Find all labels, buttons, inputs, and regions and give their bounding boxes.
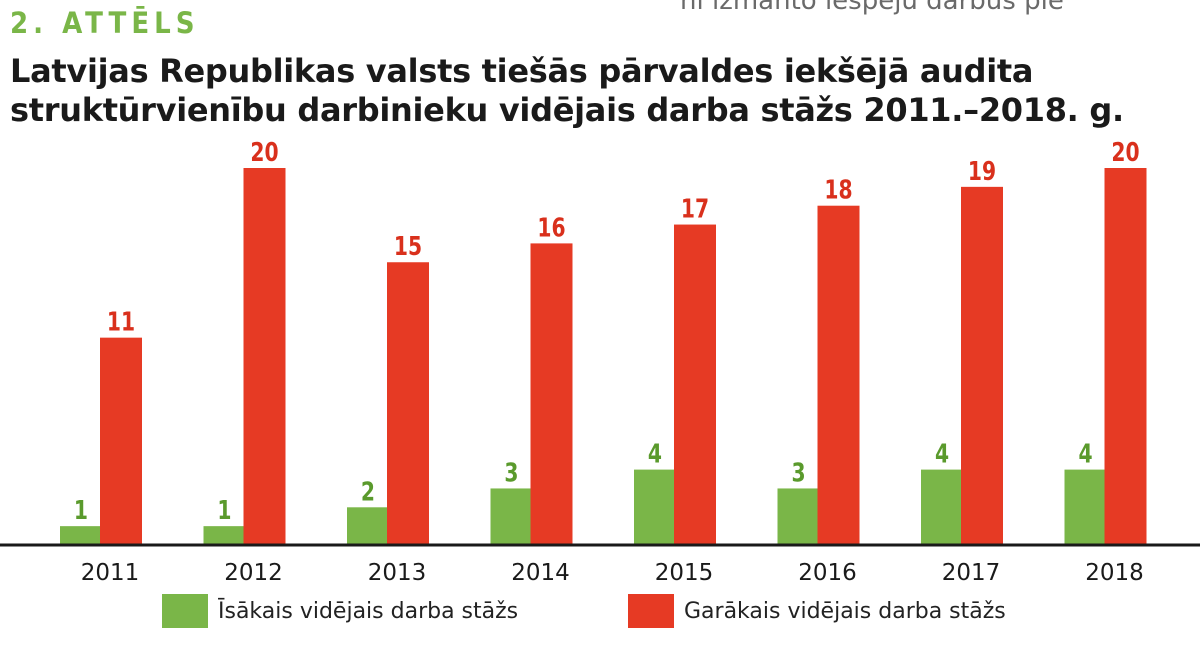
bar-long-2016 (817, 205, 860, 545)
value-label-long-2011: 11 (107, 307, 135, 337)
x-tick-label-2014: 2014 (511, 560, 570, 586)
value-label-short-2012: 1 (217, 496, 231, 526)
x-tick-label-2016: 2016 (798, 560, 857, 586)
legend-item-long: Garākais vidējais darba stāžs (628, 594, 1006, 628)
bar-long-2013 (387, 262, 429, 545)
x-tick-label-2015: 2015 (655, 560, 714, 586)
x-tick-label-2017: 2017 (942, 560, 1001, 586)
x-tick-label-2018: 2018 (1085, 560, 1144, 586)
value-label-short-2011: 1 (74, 496, 88, 526)
legend-item-short: Īsākais vidējais darba stāžs (162, 594, 518, 628)
bar-long-2017 (961, 186, 1003, 545)
legend-label-short: Īsākais vidējais darba stāžs (218, 598, 519, 624)
value-label-long-2013: 15 (394, 232, 422, 262)
figure-label: 2. ATTĒLS (10, 6, 200, 40)
chart-title-line-2: struktūrvienību darbinieku vidējais darb… (10, 91, 1124, 129)
legend-label-long: Garākais vidējais darba stāžs (684, 598, 1006, 624)
bar-long-2018 (1104, 168, 1147, 545)
bar-long-2015 (674, 224, 716, 546)
bar-short-2015 (634, 469, 676, 545)
legend-swatch-red (628, 594, 674, 628)
x-tick-label-2012: 2012 (224, 560, 283, 586)
value-label-long-2015: 17 (681, 194, 709, 224)
value-label-short-2018: 4 (1078, 439, 1092, 469)
value-label-long-2014: 16 (537, 213, 565, 243)
value-label-short-2014: 3 (504, 458, 518, 488)
value-label-long-2017: 19 (968, 156, 996, 186)
chart-title-line-1: Latvijas Republikas valsts tiešās pārval… (10, 52, 1034, 90)
bar-short-2014 (490, 488, 533, 545)
value-label-short-2017: 4 (935, 439, 949, 469)
bar-short-2018 (1064, 469, 1107, 545)
value-label-long-2016: 18 (824, 175, 852, 205)
chart-title: Latvijas Republikas valsts tiešās pārval… (10, 52, 1200, 130)
bar-long-2012 (243, 168, 286, 545)
bar-short-2016 (777, 488, 820, 545)
value-label-long-2018: 20 (1111, 138, 1139, 168)
bar-long-2014 (530, 243, 573, 545)
bar-short-2012 (203, 526, 246, 545)
value-label-long-2012: 20 (250, 138, 278, 168)
bar-short-2011 (60, 526, 102, 545)
bar-long-2011 (100, 337, 142, 545)
cropped-text-fragment: ni izmanto iespēju darbus pie (680, 0, 1064, 16)
value-label-short-2013: 2 (361, 477, 375, 507)
value-label-short-2016: 3 (791, 458, 805, 488)
bar-short-2017 (921, 469, 963, 545)
legend: Īsākais vidējais darba stāžs Garākais vi… (0, 594, 1200, 638)
value-label-short-2015: 4 (648, 439, 662, 469)
bar-short-2013 (347, 507, 389, 545)
x-tick-label-2011: 2011 (81, 560, 140, 586)
x-tick-label-2013: 2013 (368, 560, 427, 586)
legend-swatch-green (162, 594, 208, 628)
